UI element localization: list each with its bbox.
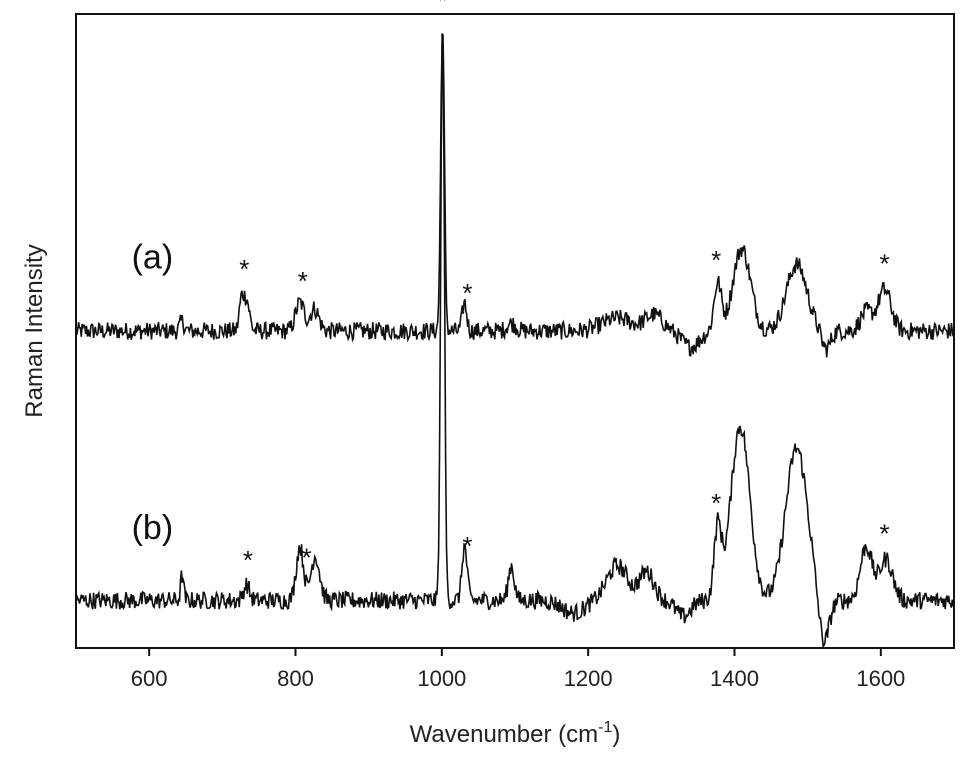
- x-tick-label: 1200: [564, 666, 613, 691]
- x-axis-ticks: 600 800 1000 1200 1400 1600: [131, 648, 905, 691]
- peak-marker-star: *: [239, 254, 249, 284]
- peak-marker-star: *: [301, 542, 311, 572]
- x-axis-title-superscript: -1: [598, 719, 612, 736]
- x-tick-label: 1600: [856, 666, 905, 691]
- x-tick-label: 1000: [417, 666, 466, 691]
- peak-marker-star: *: [711, 488, 721, 518]
- peak-marker-star: *: [711, 245, 721, 275]
- x-tick-label: 1400: [710, 666, 759, 691]
- spectrum-trace-a: [75, 34, 954, 358]
- peak-marker-star: *: [462, 278, 472, 308]
- x-axis-title-main: Wavenumber (cm: [410, 721, 598, 748]
- peak-marker-star: *: [438, 0, 448, 15]
- peak-marker-star: *: [879, 248, 889, 278]
- x-tick-label: 600: [131, 666, 168, 691]
- x-tick-label: 800: [277, 666, 314, 691]
- peak-markers-group: * * * * * * * * * * *: [239, 0, 889, 575]
- peak-marker-star: *: [462, 531, 472, 561]
- peak-marker-star: *: [879, 519, 889, 549]
- trace-label-a: (a): [132, 238, 174, 276]
- x-axis-title: Wavenumber (cm-1): [410, 719, 621, 748]
- peak-marker-star: *: [298, 266, 308, 296]
- peak-marker-star: *: [243, 545, 253, 575]
- y-axis-title: Raman Intensity: [21, 244, 48, 417]
- trace-label-b: (b): [132, 509, 174, 547]
- x-axis-title-close: ): [612, 721, 620, 748]
- spectra-group: [75, 33, 954, 649]
- spectrum-trace-b: [75, 33, 954, 649]
- trace-labels-group: (a) (b): [132, 238, 174, 547]
